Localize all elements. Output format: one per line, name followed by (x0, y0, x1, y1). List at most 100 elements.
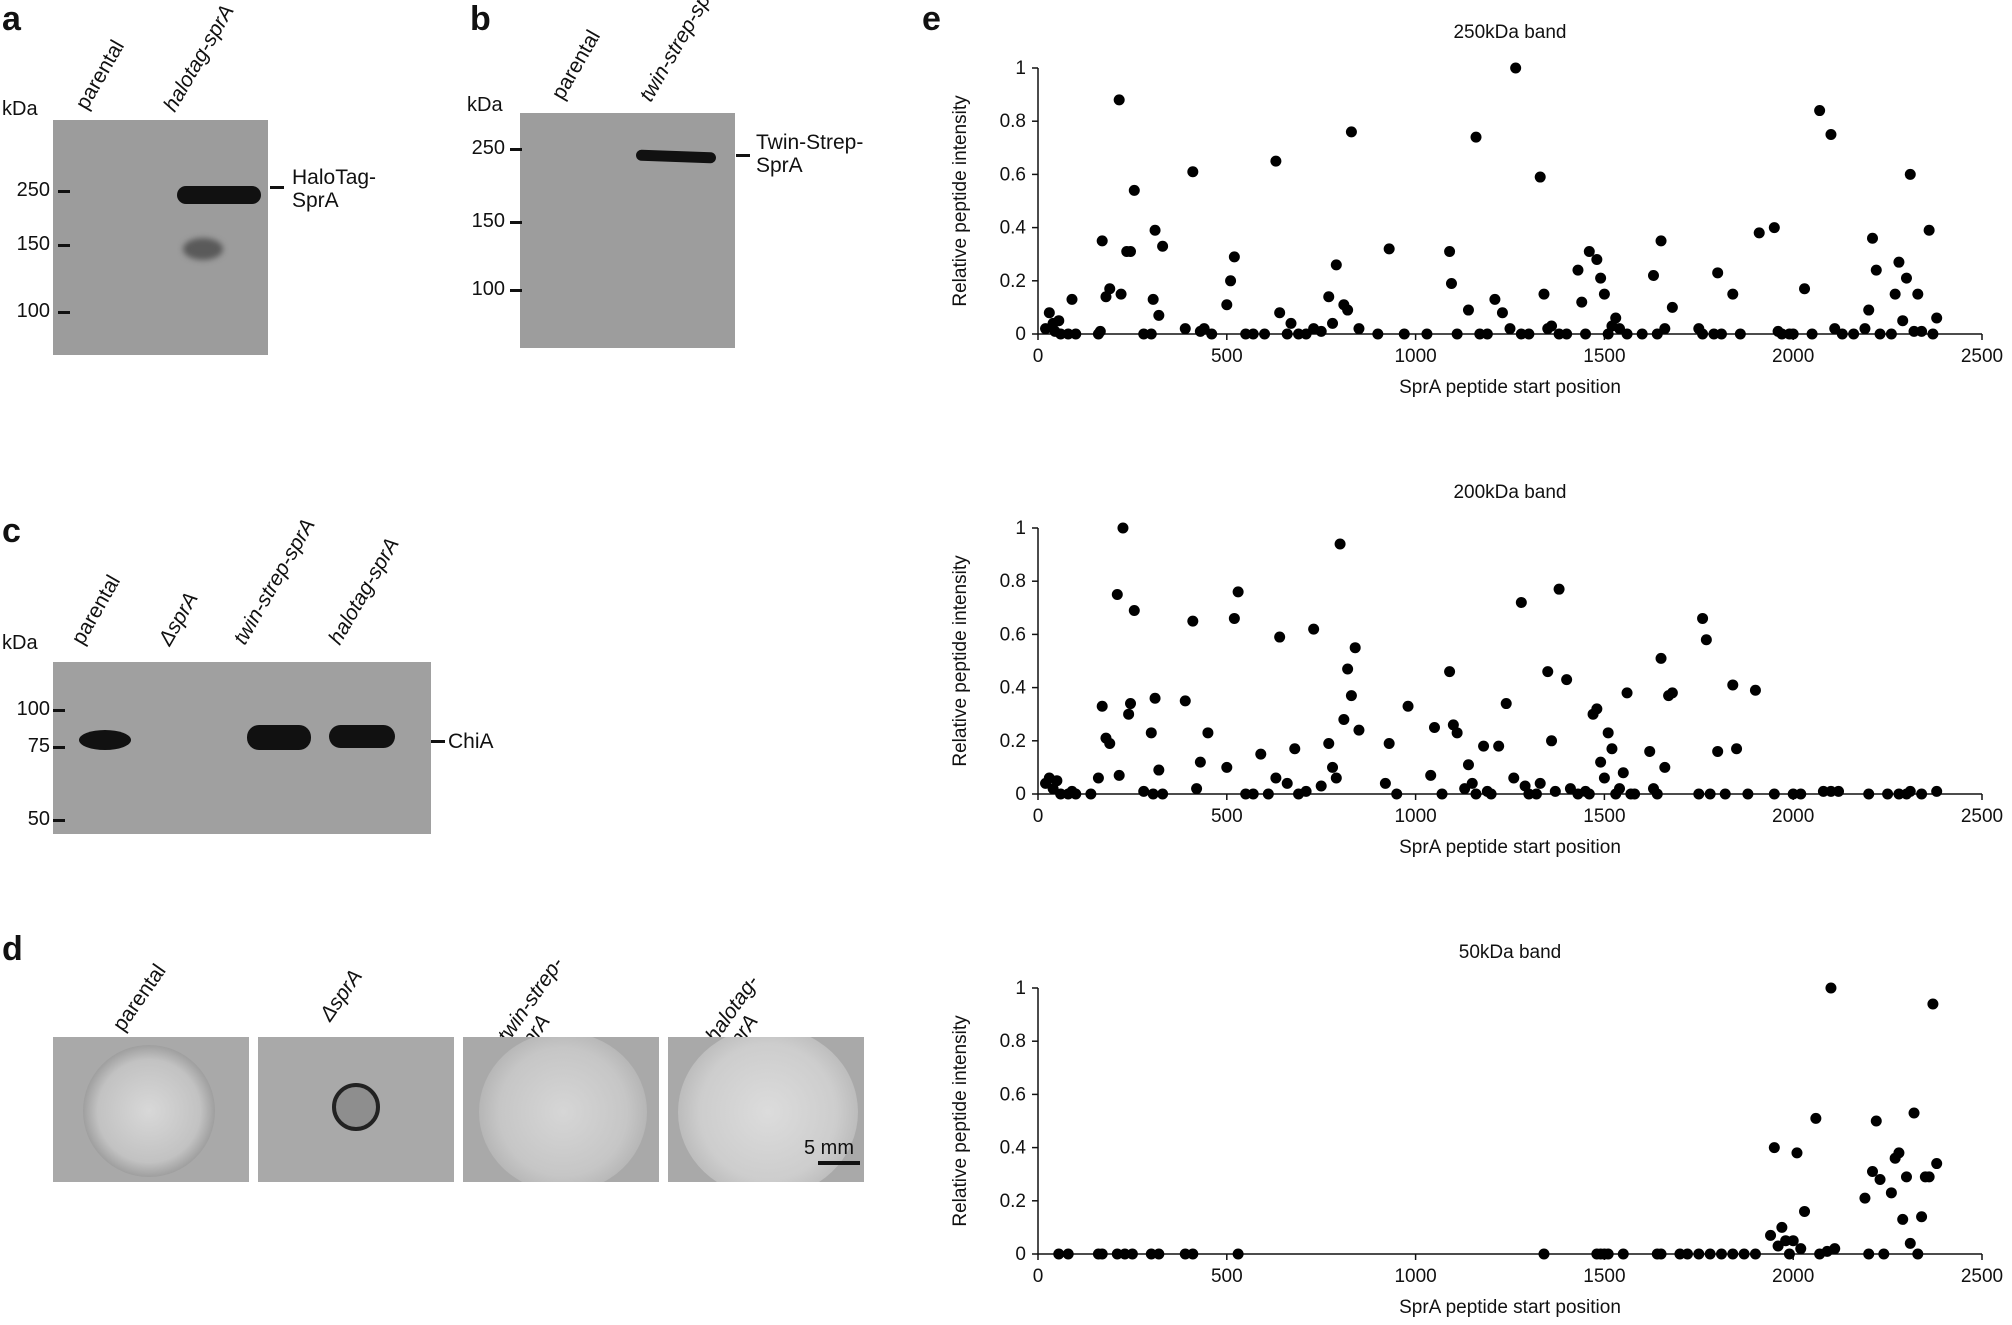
x-tick-label: 0 (1033, 806, 1044, 827)
data-point (1425, 769, 1437, 781)
x-axis-label: SprA peptide start position (1399, 1297, 1621, 1318)
data-point (1923, 224, 1935, 236)
data-point (1096, 1248, 1108, 1260)
y-tick-label: 1 (1015, 58, 1026, 79)
data-point (1931, 312, 1943, 324)
x-tick-label: 2000 (1772, 806, 1814, 827)
data-point (1289, 743, 1301, 755)
data-point (1546, 735, 1558, 747)
data-point (1145, 1248, 1157, 1260)
data-point (1062, 328, 1074, 340)
x-tick-label: 2500 (1961, 806, 2003, 827)
y-tick-label: 0.8 (1000, 571, 1026, 592)
data-point (1096, 700, 1108, 712)
data-point (1187, 615, 1199, 627)
data-point (1598, 288, 1610, 300)
data-point (1153, 764, 1165, 776)
data-point (1383, 737, 1395, 749)
data-point (1221, 299, 1233, 311)
data-point (1870, 264, 1882, 276)
data-point (1727, 1248, 1739, 1260)
data-point (1391, 788, 1403, 800)
data-point (1825, 129, 1837, 140)
data-point (1908, 325, 1920, 337)
data-point (1043, 307, 1055, 319)
data-point (1534, 171, 1546, 183)
data-point (1712, 267, 1724, 279)
data-point (1916, 1211, 1928, 1223)
data-point (1157, 788, 1169, 800)
data-point (1113, 769, 1125, 781)
data-point (1606, 743, 1618, 755)
data-point (1885, 328, 1897, 340)
x-axis-label: SprA peptide start position (1399, 377, 1621, 398)
data-point (1787, 1235, 1799, 1247)
data-point (1096, 235, 1108, 247)
band-halotag-sprA (177, 186, 261, 204)
scatter-chart-2: 50kDa band 0 0.2 0.4 0.6 0.8 1 0 500 1000 1500 2000… (950, 942, 2003, 1318)
chart-title: 50kDa band (1459, 942, 1561, 963)
data-point (1323, 737, 1335, 749)
data-point (1553, 328, 1565, 340)
data-point (1247, 788, 1259, 800)
data-point (1478, 740, 1490, 752)
data-point (1115, 288, 1127, 300)
data-point (1610, 312, 1622, 324)
data-point (1651, 788, 1663, 800)
y-tick-label: 0 (1015, 1244, 1026, 1265)
data-point (1704, 1248, 1716, 1260)
data-point (1617, 1248, 1629, 1260)
band-chiA-twinstrep (247, 725, 311, 750)
data-point (1916, 788, 1928, 800)
x-tick-label: 2000 (1772, 346, 1814, 367)
data-point (1927, 998, 1939, 1010)
y-tick-label: 1 (1015, 978, 1026, 999)
data-point (1228, 251, 1240, 263)
data-point (1353, 724, 1365, 736)
colony-plate-halotag: 5 mm (668, 1037, 864, 1182)
data-point (1863, 304, 1875, 316)
data-point (1232, 1248, 1244, 1260)
data-point (1659, 761, 1671, 773)
data-point (1912, 1248, 1924, 1260)
scale-bar-label: 5 mm (804, 1137, 854, 1159)
data-point (1882, 788, 1894, 800)
data-point (1308, 623, 1320, 635)
data-point (1398, 328, 1410, 340)
data-point (1908, 1107, 1920, 1119)
colony-plate-parental (53, 1037, 249, 1182)
data-point (1931, 785, 1943, 797)
data-point (1870, 1115, 1882, 1127)
data-point (1125, 698, 1137, 710)
x-tick-label: 500 (1211, 1266, 1243, 1287)
data-point (1281, 777, 1293, 789)
scale-bar (818, 1161, 860, 1165)
colony-twinstrep (479, 1037, 647, 1182)
data-point (1179, 695, 1191, 707)
data-point (1379, 777, 1391, 789)
band-label-b: Twin-Strep- SprA (756, 131, 864, 177)
data-point (1474, 328, 1486, 340)
band-chiA-parental (79, 730, 131, 750)
data-point (1530, 788, 1542, 800)
data-point (1712, 745, 1724, 757)
data-point (1228, 612, 1240, 624)
panel-letter-c: c (2, 512, 21, 550)
tick-b-250 (510, 148, 522, 151)
data-point (1866, 1166, 1878, 1178)
data-point (1147, 788, 1159, 800)
data-point (1904, 785, 1916, 797)
data-point (1561, 674, 1573, 686)
data-point (1776, 1221, 1788, 1233)
data-point (1221, 761, 1233, 773)
data-point (1327, 317, 1339, 329)
data-point (1583, 788, 1595, 800)
data-point (1493, 740, 1505, 752)
data-point (1900, 1171, 1912, 1183)
data-point (1149, 692, 1161, 704)
data-point (1734, 328, 1746, 340)
data-point (1561, 328, 1573, 340)
mw-b-250: 250 (471, 137, 505, 159)
data-point (1281, 328, 1293, 340)
data-point (1727, 679, 1739, 691)
